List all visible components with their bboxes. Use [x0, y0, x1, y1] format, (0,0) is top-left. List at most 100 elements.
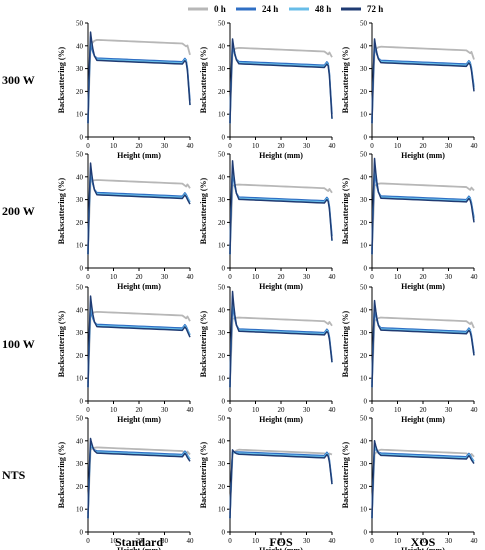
- panel-10-ytick-label-0: 0: [222, 529, 226, 537]
- row-label-1: 200 W: [2, 204, 35, 218]
- panel-2-ytick-label-20: 20: [360, 88, 368, 96]
- panel-10-xtick-label-0: 0: [228, 537, 232, 545]
- panel-1-ytick-label-0: 0: [222, 134, 226, 142]
- panel-9-ytick-label-40: 40: [76, 437, 84, 445]
- panel-4-ytick-label-0: 0: [222, 265, 226, 273]
- panel-11-xtick-label-40: 40: [471, 537, 479, 545]
- panel-10-xlabel: Height (mm): [259, 546, 303, 550]
- column-label-0: Standard: [115, 535, 163, 549]
- panel-6-series-3: [87, 295, 191, 388]
- panel-6-series-0: [87, 310, 191, 383]
- panel-0-series-0: [87, 38, 191, 119]
- panel-3-ytick-label-50: 50: [76, 151, 84, 159]
- panel-7-xtick-label-40: 40: [329, 406, 337, 414]
- panel-7-xtick-label-0: 0: [228, 406, 232, 414]
- panel-2-ytick-label-10: 10: [360, 111, 368, 119]
- panel-0-ytick-label-10: 10: [76, 111, 84, 119]
- panel-10-ylabel: Backscattering (%): [199, 441, 208, 508]
- panel-0-series-2: [87, 35, 191, 124]
- panel-6-xtick-label-30: 30: [161, 406, 169, 414]
- panel-2-series-3: [371, 38, 475, 124]
- panel-7-ytick-label-50: 50: [218, 284, 226, 292]
- panel-3-ytick-label-40: 40: [76, 173, 84, 181]
- panel-4-xtick-label-30: 30: [303, 273, 311, 281]
- panel-2-series-2: [371, 40, 475, 124]
- panel-0-xtick-label-20: 20: [136, 142, 144, 150]
- column-label-1: FOS: [269, 535, 293, 549]
- panel-6-ytick-label-20: 20: [76, 352, 84, 360]
- panel-0-ytick-label-20: 20: [76, 88, 84, 96]
- panel-3-ytick-label-0: 0: [80, 265, 84, 273]
- panel-7-xtick-label-30: 30: [303, 406, 311, 414]
- panel-9-xtick-label-40: 40: [187, 537, 195, 545]
- panel-9-ytick-label-10: 10: [76, 506, 84, 514]
- panel-7-ylabel: Backscattering (%): [199, 310, 208, 377]
- panel-9-series-0: [87, 446, 191, 514]
- panel-3-series-0: [87, 179, 191, 250]
- panel-1-ytick-label-50: 50: [218, 20, 226, 28]
- panel-3-ylabel: Backscattering (%): [57, 177, 66, 244]
- panel-6-xtick-label-40: 40: [187, 406, 195, 414]
- panel-0-ylabel: Backscattering (%): [57, 46, 66, 113]
- panel-4-series-0: [229, 183, 333, 250]
- panel-11-xtick-label-0: 0: [370, 537, 374, 545]
- panel-11-xtick-label-30: 30: [445, 537, 453, 545]
- panel-2-ytick-label-40: 40: [360, 42, 368, 50]
- panel-11-ytick-label-50: 50: [360, 415, 368, 423]
- panel-2-ylabel: Backscattering (%): [341, 46, 350, 113]
- panel-2-series-0: [371, 45, 475, 119]
- panel-6-ytick-label-10: 10: [76, 375, 84, 383]
- panel-4-xtick-label-40: 40: [329, 273, 337, 281]
- panel-9-ylabel: Backscattering (%): [57, 441, 66, 508]
- panel-2-xtick-label-30: 30: [445, 142, 453, 150]
- panel-3-xtick-label-0: 0: [86, 273, 90, 281]
- panel-9-xtick-label-30: 30: [161, 537, 169, 545]
- panel-10-series-3: [229, 449, 333, 519]
- panel-0-ytick-label-0: 0: [80, 134, 84, 142]
- panel-5-xlabel: Height (mm): [401, 282, 445, 291]
- panel-10-series-1: [229, 451, 333, 519]
- panel-3-ytick-label-30: 30: [76, 196, 84, 204]
- panel-9-ytick-label-30: 30: [76, 460, 84, 468]
- panel-8-xtick-label-30: 30: [445, 406, 453, 414]
- panel-6-ytick-label-30: 30: [76, 329, 84, 337]
- panel-7-ytick-label-30: 30: [218, 329, 226, 337]
- panel-3-xlabel: Height (mm): [117, 282, 161, 291]
- panel-0-xtick-label-0: 0: [86, 142, 90, 150]
- panel-9-ytick-label-20: 20: [76, 483, 84, 491]
- panel-5-series-2: [371, 162, 475, 255]
- panel-7-series-3: [229, 290, 333, 388]
- panel-6-ylabel: Backscattering (%): [57, 310, 66, 377]
- panel-8-ytick-label-0: 0: [364, 398, 368, 406]
- panel-4-ytick-label-30: 30: [218, 196, 226, 204]
- panel-2-series-1: [371, 45, 475, 124]
- panel-8-series-2: [371, 302, 475, 388]
- panel-10-ytick-label-10: 10: [218, 506, 226, 514]
- row-label-3: NTS: [2, 468, 26, 482]
- panel-5-ytick-label-30: 30: [360, 196, 368, 204]
- panel-7-ytick-label-20: 20: [218, 352, 226, 360]
- panel-6-xlabel: Height (mm): [117, 415, 161, 424]
- panel-1-series-0: [229, 46, 333, 119]
- panel-8-series-3: [371, 299, 475, 388]
- panel-9-xtick-label-0: 0: [86, 537, 90, 545]
- panel-7-ytick-label-0: 0: [222, 398, 226, 406]
- panel-11-xtick-label-20: 20: [420, 537, 428, 545]
- panel-0-ytick-label-50: 50: [76, 20, 84, 28]
- panel-1-ytick-label-30: 30: [218, 65, 226, 73]
- panel-7-xtick-label-10: 10: [252, 406, 260, 414]
- panel-2-xtick-label-40: 40: [471, 142, 479, 150]
- panel-9-ytick-label-0: 0: [80, 529, 84, 537]
- panel-0-xtick-label-30: 30: [161, 142, 169, 150]
- legend-label-2: 48 h: [315, 4, 331, 14]
- panel-8-xtick-label-40: 40: [471, 406, 479, 414]
- panel-8-xtick-label-0: 0: [370, 406, 374, 414]
- panel-11-ytick-label-0: 0: [364, 529, 368, 537]
- panel-7-series-0: [229, 316, 333, 383]
- legend-label-0: 0 h: [214, 4, 226, 14]
- panel-10-series-2: [229, 451, 333, 519]
- panel-7-series-1: [229, 304, 333, 388]
- panel-10-ytick-label-40: 40: [218, 437, 226, 445]
- panel-11-ytick-label-30: 30: [360, 460, 368, 468]
- panel-5-series-0: [371, 182, 475, 250]
